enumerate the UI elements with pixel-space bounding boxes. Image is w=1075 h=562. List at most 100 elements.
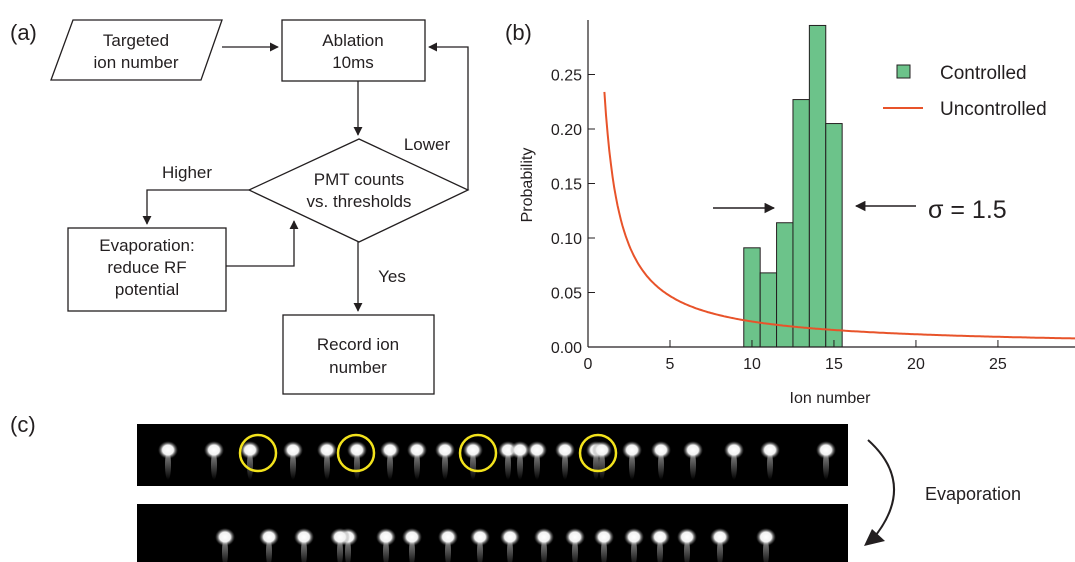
ablation-box [281, 19, 426, 82]
bar-15 [825, 123, 843, 348]
ion [816, 441, 836, 459]
ion-image-top [137, 424, 848, 486]
edge-label-lower: Lower [404, 135, 451, 154]
ablation-line-2: 10ms [332, 53, 374, 72]
ion [534, 528, 554, 546]
bar-11 [759, 272, 778, 348]
evaporation-line-2: reduce RF [107, 258, 186, 277]
edge-label-higher: Higher [162, 163, 212, 182]
uncontrolled-curve [603, 91, 1075, 340]
image-bottom-background [137, 504, 848, 562]
legend: Controlled Uncontrolled [883, 63, 1047, 120]
x-tick-label: 0 [584, 356, 593, 373]
record-line-1: Record ion [317, 335, 399, 354]
ion [565, 528, 585, 546]
input-line-1: Targeted [103, 31, 169, 50]
ion [463, 441, 483, 459]
decision-line-1: PMT counts [314, 170, 404, 189]
y-tick-label: 0.00 [551, 340, 582, 357]
evaporation-line-3: potential [115, 280, 179, 299]
highlighted-gaps [238, 433, 618, 473]
y-tick-label: 0.20 [551, 122, 582, 139]
edge-label-yes: Yes [378, 267, 406, 286]
evaporation-line-1: Evaporation: [99, 236, 194, 255]
bar-10 [743, 247, 761, 348]
evaporation-caption: Evaporation [925, 484, 1021, 504]
input-line-2: ion number [93, 53, 178, 72]
ion [651, 441, 671, 459]
flowchart [50, 19, 470, 395]
y-tick-label: 0.10 [551, 231, 582, 248]
gap-highlight-circle [578, 433, 618, 473]
legend-label-uncontrolled: Uncontrolled [940, 99, 1047, 120]
ion [510, 441, 530, 459]
ablation-line-1: Ablation [322, 31, 383, 50]
arrow-higher [142, 189, 249, 225]
ion [380, 441, 400, 459]
ion [555, 441, 575, 459]
ion [710, 528, 730, 546]
evaporation-arrowhead [864, 529, 885, 546]
ion [402, 528, 422, 546]
ion [500, 528, 520, 546]
sigma-annotation: σ = 1.5 [928, 196, 1007, 224]
ion [470, 528, 490, 546]
gap-highlight-circle [458, 433, 498, 473]
ion [407, 441, 427, 459]
ion [158, 441, 178, 459]
ion [204, 441, 224, 459]
ion [622, 441, 642, 459]
ion [317, 441, 337, 459]
ion [760, 441, 780, 459]
bar-13 [792, 99, 810, 348]
ion [592, 441, 612, 459]
flowchart-text: Targeted ion number Ablation 10ms PMT co… [93, 31, 450, 377]
evaporation-box [67, 227, 227, 312]
ion [283, 441, 303, 459]
x-tick-label: 10 [743, 356, 761, 373]
x-tick-label: 20 [907, 356, 925, 373]
panel-label-b: (b) [505, 20, 532, 45]
gap-highlight-circle [336, 433, 376, 473]
ion [438, 528, 458, 546]
ion [527, 441, 547, 459]
x-ticks: 0 5 10 15 20 25 [584, 340, 1007, 373]
controlled-bars [743, 24, 843, 348]
gap-highlight-circle [238, 433, 278, 473]
y-axis-label: Probability [519, 148, 536, 223]
y-ticks: 0.00 0.05 0.10 0.15 0.20 0.25 [551, 68, 595, 357]
evaporation-arrow [867, 439, 895, 541]
legend-label-controlled: Controlled [940, 63, 1027, 84]
ion [259, 528, 279, 546]
record-box [282, 314, 435, 395]
panel-label-c: (c) [10, 412, 36, 437]
ion [376, 528, 396, 546]
legend-swatch-controlled [896, 64, 911, 79]
ion-image-bottom [137, 504, 848, 562]
ion [756, 528, 776, 546]
ion [215, 528, 235, 546]
ions-bottom [215, 528, 776, 562]
ion [650, 528, 670, 546]
histogram-chart: 0.00 0.05 0.10 0.15 0.20 0.25 0 5 10 15 20 25 Ion … [519, 20, 1075, 407]
x-tick-label: 15 [825, 356, 843, 373]
ions-top [158, 441, 836, 480]
ion [435, 441, 455, 459]
ion [594, 528, 614, 546]
arrow-lower-loop [428, 42, 469, 190]
bar-12 [776, 222, 794, 348]
bar-14 [808, 24, 827, 348]
y-tick-label: 0.15 [551, 177, 582, 194]
ion [347, 441, 367, 459]
ion [677, 528, 697, 546]
record-line-2: number [329, 358, 387, 377]
x-axis-label: Ion number [790, 390, 872, 407]
x-tick-label: 25 [989, 356, 1007, 373]
ion [724, 441, 744, 459]
panel-label-a: (a) [10, 20, 37, 45]
ion [330, 528, 350, 546]
decision-line-2: vs. thresholds [307, 192, 412, 211]
ion [624, 528, 644, 546]
y-tick-label: 0.25 [551, 68, 582, 85]
